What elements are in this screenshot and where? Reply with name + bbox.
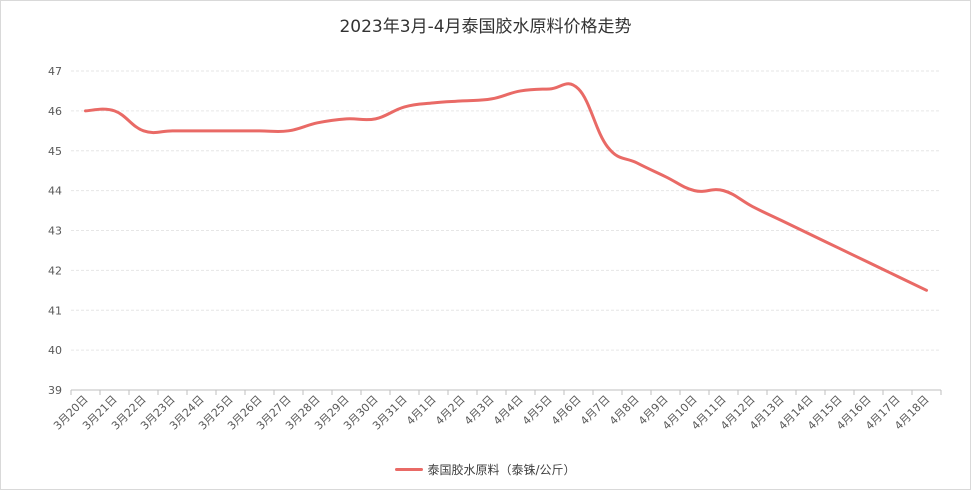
data-point[interactable] — [692, 188, 698, 194]
series-line[interactable] — [84, 82, 928, 292]
legend[interactable]: 泰国胶水原料（泰铢/公斤） — [1, 461, 970, 478]
y-tick-label: 39 — [48, 384, 62, 397]
data-point[interactable] — [634, 160, 640, 166]
legend-swatch — [395, 468, 424, 471]
x-tick-label: 4月8日 — [607, 393, 642, 428]
y-tick-label: 42 — [48, 264, 62, 277]
data-point[interactable] — [779, 218, 785, 224]
data-point[interactable] — [489, 96, 495, 102]
grid-lines — [71, 70, 941, 351]
y-tick-label: 41 — [48, 304, 62, 317]
data-point[interactable] — [605, 144, 611, 150]
y-axis: 39 40 41 42 43 44 45 46 47 — [48, 65, 62, 397]
y-tick-label: 43 — [48, 225, 62, 238]
data-point[interactable] — [170, 128, 176, 134]
data-point[interactable] — [837, 245, 843, 251]
data-point[interactable] — [373, 116, 379, 122]
x-tick-label: 4月6日 — [549, 393, 584, 428]
data-point[interactable] — [402, 104, 408, 110]
x-tick-label: 4月5日 — [520, 393, 555, 428]
y-tick-label: 47 — [48, 65, 62, 78]
plot-area — [83, 82, 930, 293]
data-point[interactable] — [257, 128, 263, 134]
x-tick-label: 4月7日 — [578, 393, 613, 428]
chart-title: 2023年3月-4月泰国胶水原料价格走势 — [339, 17, 632, 37]
data-point[interactable] — [315, 120, 321, 126]
data-point[interactable] — [663, 174, 669, 180]
data-point[interactable] — [141, 128, 147, 134]
data-point[interactable] — [866, 259, 872, 265]
data-point[interactable] — [286, 128, 292, 134]
x-tick-label: 4月1日 — [404, 393, 439, 428]
data-point[interactable] — [750, 204, 756, 210]
data-point[interactable] — [199, 128, 205, 134]
data-point[interactable] — [895, 273, 901, 279]
data-point[interactable] — [431, 100, 437, 106]
legend-label: 泰国胶水原料（泰铢/公斤） — [427, 463, 576, 477]
data-point[interactable] — [924, 287, 930, 293]
y-tick-label: 44 — [48, 185, 62, 198]
data-point[interactable] — [808, 231, 814, 237]
x-tick-label: 4月3日 — [462, 393, 497, 428]
data-point[interactable] — [112, 108, 118, 114]
x-axis: 3月20日3月21日3月22日3月23日3月24日3月25日3月26日3月27日… — [51, 389, 942, 433]
data-point[interactable] — [518, 88, 524, 94]
data-point[interactable] — [721, 188, 727, 194]
data-point[interactable] — [344, 116, 350, 122]
data-point[interactable] — [576, 86, 582, 92]
data-point[interactable] — [460, 98, 466, 104]
y-tick-label: 40 — [48, 344, 62, 357]
y-tick-label: 45 — [48, 145, 62, 158]
y-tick-label: 46 — [48, 105, 62, 118]
x-tick-label: 4月4日 — [491, 393, 526, 428]
x-tick-label: 4月2日 — [433, 393, 468, 428]
data-point[interactable] — [83, 108, 89, 114]
data-point[interactable] — [228, 128, 234, 134]
data-point[interactable] — [547, 86, 553, 92]
